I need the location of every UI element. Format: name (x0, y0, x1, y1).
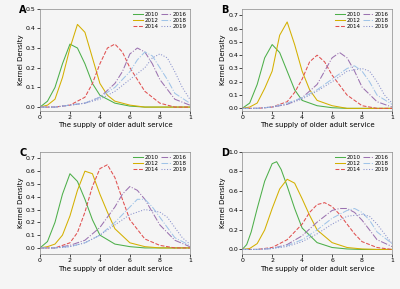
Legend: 2010, 2012, 2014, 2016, 2018, 2019: 2010, 2012, 2014, 2016, 2018, 2019 (334, 155, 389, 173)
Y-axis label: Kernel Density: Kernel Density (220, 178, 226, 229)
Legend: 2010, 2012, 2014, 2016, 2018, 2019: 2010, 2012, 2014, 2016, 2018, 2019 (334, 12, 389, 29)
X-axis label: The supply of older adult service: The supply of older adult service (58, 266, 172, 272)
Legend: 2010, 2012, 2014, 2016, 2018, 2019: 2010, 2012, 2014, 2016, 2018, 2019 (132, 12, 187, 29)
Y-axis label: Kernel Density: Kernel Density (18, 34, 24, 85)
Text: B: B (221, 5, 229, 14)
Text: D: D (221, 148, 229, 158)
X-axis label: The supply of older adult service: The supply of older adult service (260, 122, 374, 128)
X-axis label: The supply of older adult service: The supply of older adult service (58, 122, 172, 128)
Text: C: C (19, 148, 26, 158)
Y-axis label: Kernel Density: Kernel Density (18, 178, 24, 229)
X-axis label: The supply of older adult service: The supply of older adult service (260, 266, 374, 272)
Legend: 2010, 2012, 2014, 2016, 2018, 2019: 2010, 2012, 2014, 2016, 2018, 2019 (132, 155, 187, 173)
Y-axis label: Kernel Density: Kernel Density (220, 34, 226, 85)
Text: A: A (19, 5, 26, 14)
